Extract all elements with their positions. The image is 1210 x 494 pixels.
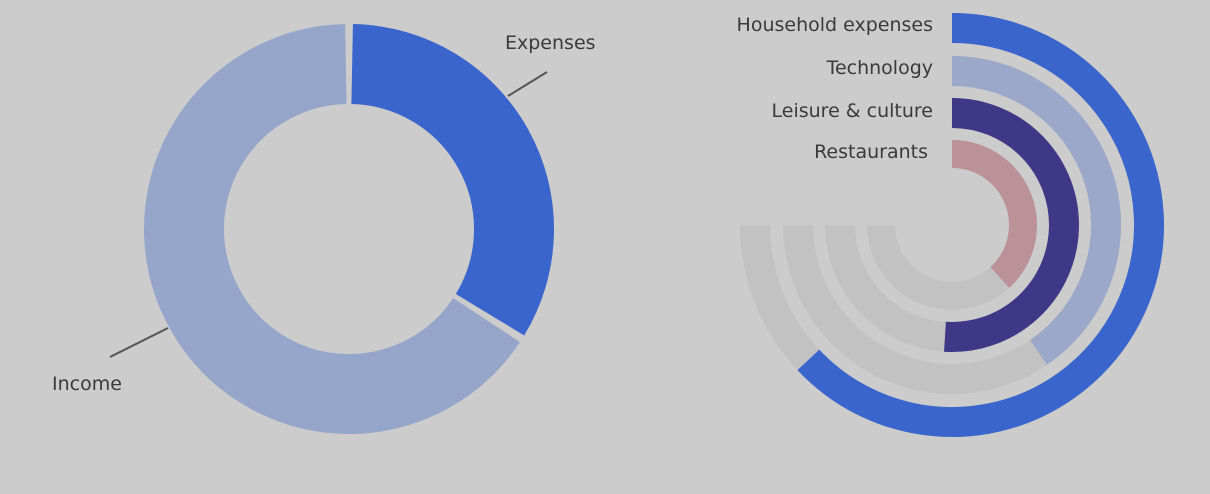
donut-slice-income — [144, 24, 520, 434]
radial-bar-restaurants — [951, 140, 1037, 288]
donut-leader-lines — [109, 71, 548, 358]
donut-label-expenses: Expenses — [505, 32, 596, 54]
radial-bar-household-expenses — [797, 13, 1164, 437]
radial-bar-leisure-culture — [944, 98, 1079, 352]
radial-bar-technology — [951, 56, 1121, 365]
donut-leader-expenses — [507, 71, 548, 97]
donut-leader-income — [109, 327, 169, 358]
donut-slice-expenses — [350, 24, 554, 336]
radial-label-leisure-culture: Leisure & culture — [772, 100, 933, 122]
radial-label-household-expenses: Household expenses — [737, 14, 933, 36]
radial-bars — [797, 13, 1164, 437]
donut-slices — [144, 24, 554, 434]
donut-label-income: Income — [52, 373, 122, 395]
radial-label-technology: Technology — [826, 57, 933, 79]
radial-label-restaurants: Restaurants — [814, 141, 928, 163]
